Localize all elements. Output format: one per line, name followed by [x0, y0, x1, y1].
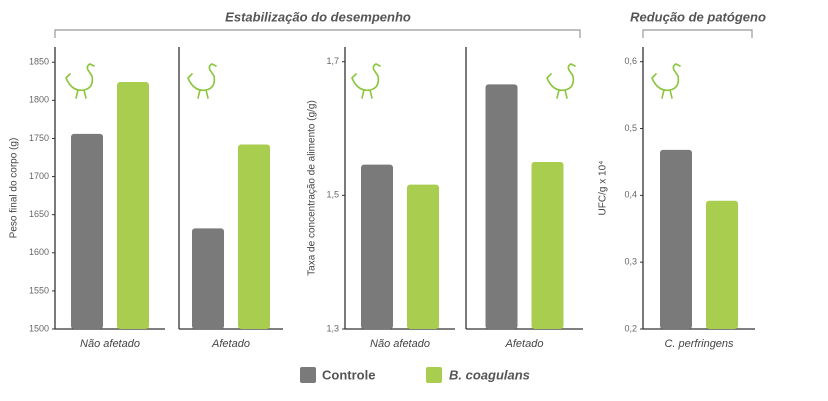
section-title: Redução de patógeno — [630, 9, 766, 24]
chicken-icon — [651, 63, 681, 99]
x-tick-label: Não afetado — [370, 338, 430, 350]
chicken-icon — [546, 63, 576, 99]
chicken-icon — [187, 63, 217, 99]
bar — [660, 149, 692, 329]
section-bracket — [642, 29, 753, 38]
bar — [485, 84, 518, 329]
y-tick-label: 1550 — [29, 285, 49, 295]
x-tick-label: Afetado — [505, 338, 544, 350]
y-tick-label: 1800 — [29, 95, 49, 105]
bar — [531, 161, 564, 329]
bar — [407, 184, 439, 329]
bar — [71, 133, 103, 329]
y-tick-label: 1500 — [29, 323, 49, 333]
x-tick-label: Afetado — [211, 338, 250, 350]
section-title: Estabilização do desempenho — [225, 9, 411, 24]
y-axis-title: Peso final do corpo (g) — [9, 138, 20, 239]
section-bracket — [54, 29, 581, 38]
y-axis-title: Taxa de concentração de alimento (g/g) — [307, 100, 318, 276]
y-tick-label: 1,7 — [326, 56, 339, 66]
y-tick-label: 0,2 — [624, 323, 637, 333]
bar — [361, 164, 393, 329]
bar — [238, 144, 270, 329]
chicken-icon — [351, 63, 381, 99]
chicken-icon — [65, 63, 95, 99]
legend-label: Controle — [322, 367, 375, 382]
y-tick-label: 0,6 — [624, 56, 637, 66]
x-tick-label: C. perfringens — [664, 338, 734, 350]
bar — [706, 200, 738, 329]
y-tick-label: 0,3 — [624, 257, 637, 267]
y-axis-title: UFC/g x 10⁴ — [598, 161, 609, 216]
y-tick-label: 1,5 — [326, 190, 339, 200]
y-tick-label: 1,3 — [326, 323, 339, 333]
legend-swatch — [426, 367, 442, 383]
legend-label: B. coagulans — [449, 367, 530, 382]
x-tick-label: Não afetado — [80, 338, 140, 350]
bar — [117, 82, 149, 330]
y-tick-label: 1850 — [29, 57, 49, 67]
legend-swatch — [300, 367, 316, 383]
y-tick-label: 1700 — [29, 171, 49, 181]
y-tick-label: 1750 — [29, 133, 49, 143]
y-tick-label: 1600 — [29, 247, 49, 257]
y-tick-label: 0,4 — [624, 190, 637, 200]
y-tick-label: 0,5 — [624, 123, 637, 133]
y-tick-label: 1650 — [29, 209, 49, 219]
bar — [192, 228, 224, 329]
